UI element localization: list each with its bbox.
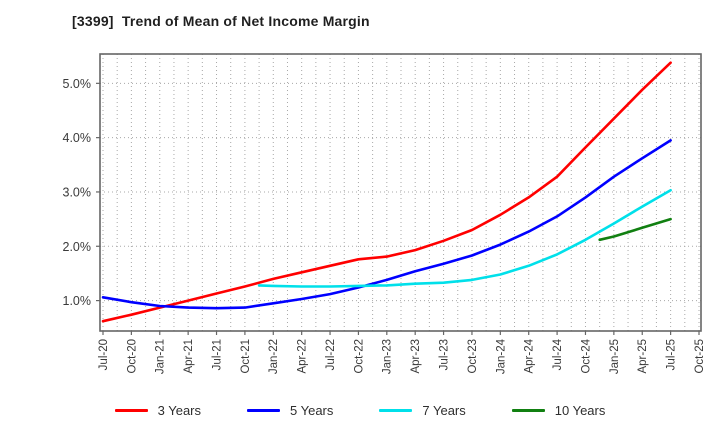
legend-swatch-5-years bbox=[247, 409, 280, 412]
y-tick-label: 4.0% bbox=[63, 131, 92, 145]
legend-label-10-years: 10 Years bbox=[554, 403, 606, 418]
y-tick-label: 3.0% bbox=[63, 185, 92, 199]
x-tick-label: Apr-21 bbox=[183, 339, 195, 374]
y-tick-label: 5.0% bbox=[63, 77, 92, 91]
x-tick-label: Oct-25 bbox=[694, 339, 706, 374]
plot-frame bbox=[99, 53, 702, 332]
x-tick-label: Jul-22 bbox=[325, 339, 337, 370]
y-tick-label: 1.0% bbox=[63, 294, 92, 308]
legend-item-3-years: 3 Years bbox=[114, 403, 201, 418]
x-tick-label: Oct-24 bbox=[580, 338, 592, 373]
x-tick-label: Apr-22 bbox=[297, 339, 309, 374]
chart-legend: 3 Years 5 Years 7 Years 10 Years bbox=[0, 403, 720, 418]
x-tick-label: Jul-25 bbox=[666, 339, 678, 370]
x-tick-label: Jan-24 bbox=[495, 338, 507, 374]
x-tick-label: Apr-23 bbox=[410, 339, 422, 374]
x-tick-label: Oct-23 bbox=[467, 339, 479, 374]
legend-swatch-7-years bbox=[379, 409, 413, 412]
x-tick-label: Jan-21 bbox=[155, 339, 167, 374]
series-line-10-years bbox=[598, 217, 672, 242]
series-line-3-years bbox=[101, 61, 672, 323]
series-line-5-years bbox=[101, 139, 672, 310]
x-tick-label: Jan-23 bbox=[382, 339, 394, 374]
legend-label-5-years: 5 Years bbox=[290, 403, 334, 418]
x-tick-label: Jul-21 bbox=[211, 339, 223, 370]
x-tick-label: Jul-24 bbox=[552, 338, 564, 370]
series-line-7-years bbox=[257, 189, 672, 288]
x-tick-label: Oct-21 bbox=[240, 339, 252, 374]
chart-title: [3399] Trend of Mean of Net Income Margi… bbox=[72, 13, 370, 29]
y-axis-tick-labels: 1.0% 2.0% 3.0% 4.0% 5.0% bbox=[63, 77, 100, 308]
legend-swatch-3-years bbox=[114, 409, 148, 412]
gridlines bbox=[100, 54, 701, 331]
legend-label-7-years: 7 Years bbox=[422, 403, 466, 418]
legend-label-3-years: 3 Years bbox=[157, 403, 201, 418]
x-tick-label: Jan-22 bbox=[268, 339, 280, 374]
x-tick-label: Apr-25 bbox=[637, 339, 649, 374]
x-tick-label: Jan-25 bbox=[609, 339, 621, 374]
y-tick-label: 2.0% bbox=[63, 240, 92, 254]
x-tick-label: Apr-24 bbox=[524, 338, 536, 373]
x-tick-label: Oct-20 bbox=[126, 339, 138, 374]
legend-swatch-10-years bbox=[511, 409, 545, 412]
x-tick-label: Oct-22 bbox=[353, 339, 365, 374]
legend-item-7-years: 7 Years bbox=[379, 403, 466, 418]
x-tick-label: Jul-20 bbox=[98, 339, 110, 370]
legend-item-5-years: 5 Years bbox=[247, 403, 333, 418]
legend-item-10-years: 10 Years bbox=[511, 403, 606, 418]
x-axis-tick-labels: Jul-20 Oct-20 Jan-21 Apr-21 Jul-21 Oct-21 Jan-… bbox=[98, 331, 706, 374]
x-tick-label: Jul-23 bbox=[438, 339, 450, 370]
